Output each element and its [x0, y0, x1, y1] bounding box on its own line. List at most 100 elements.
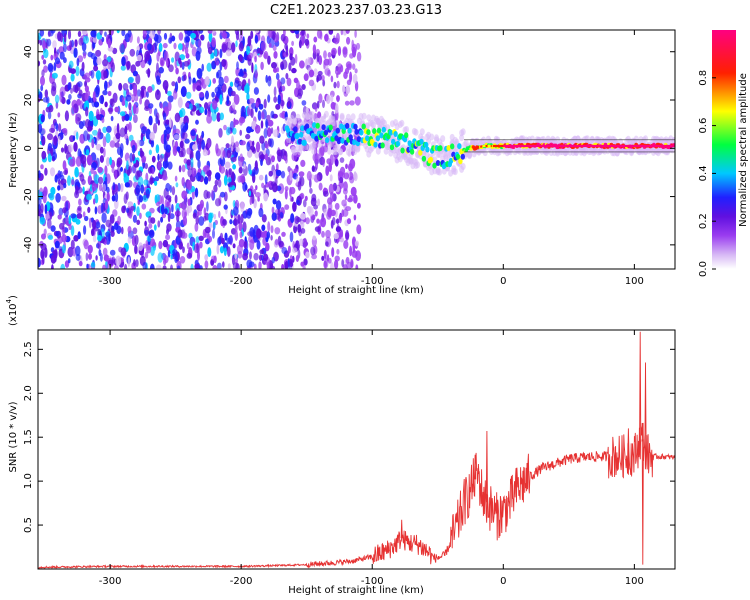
spectrogram-halo [452, 168, 458, 176]
spectrogram-blob [48, 64, 54, 73]
spectrogram-blob [174, 112, 181, 123]
spectrogram-ridge [356, 136, 362, 143]
spectrogram-blob [76, 57, 80, 67]
spectrogram-core [575, 144, 577, 148]
spectrogram-blob [107, 38, 111, 49]
snr-xtick-label: -300 [99, 576, 122, 587]
spectrogram-blob [147, 68, 151, 78]
spectrogram-core [486, 144, 488, 148]
spectrogram-blob [165, 182, 171, 192]
spectrogram-blob [344, 100, 350, 106]
spectrogram-blob [120, 65, 126, 71]
spectrogram-halo [311, 147, 317, 155]
spectrogram-blob [81, 30, 88, 36]
spectrogram-core [635, 144, 637, 148]
spectrogram-blob [246, 92, 250, 101]
spectrogram-blob [289, 261, 294, 268]
spectrogram-blob [319, 30, 323, 40]
spectrogram-core [607, 144, 609, 148]
spectrogram-blob [156, 62, 159, 74]
spectrogram-blob [135, 73, 141, 85]
spectrogram-blob [94, 193, 99, 204]
spectrogram-blob [129, 83, 133, 91]
spectrogram-blob [305, 107, 309, 114]
spectrogram-blob [258, 207, 264, 218]
spectrogram-blob [128, 102, 132, 111]
spectrogram-blob [217, 86, 221, 95]
spectrogram-blob [271, 256, 275, 264]
spectrogram-blob [344, 194, 348, 201]
spectrogram-blob [229, 81, 234, 88]
spectrogram-blob [194, 263, 200, 269]
spectrogram-blob [225, 126, 231, 136]
spectrogram-blob [195, 150, 201, 161]
spectrogram-core [642, 144, 645, 148]
spectrogram-blob [195, 172, 202, 182]
spectrogram-blob [222, 261, 225, 268]
spectrogram-blob [93, 65, 99, 72]
spectrogram-blob [272, 169, 277, 180]
spectrogram-core [526, 144, 528, 148]
spectrogram-blob [110, 230, 115, 237]
spectrogram-blob [179, 255, 186, 264]
spectrogram-blob [133, 259, 136, 267]
spectrogram-blob [320, 217, 327, 228]
spectrogram-blob [313, 68, 318, 77]
spectrogram-blob [318, 93, 323, 104]
spectrogram-blob [334, 259, 339, 269]
spectrogram-blob [196, 85, 202, 92]
spectrogram-blob [165, 126, 172, 134]
spectrogram-blob [270, 235, 273, 241]
spectrogram-blob [257, 196, 260, 202]
spectrogram-blob [337, 63, 343, 70]
spectrogram-blob [160, 216, 164, 223]
spectrogram-blob [313, 36, 318, 43]
spectrogram-blob [125, 207, 130, 213]
spectrogram-blob [108, 79, 113, 87]
spectrogram-blob [104, 101, 108, 108]
colorbar-label: Normalized spectral amplitude [738, 73, 749, 227]
spectrogram-core [541, 144, 543, 148]
spectrogram-blob [225, 49, 232, 57]
spectrogram-core [647, 144, 649, 148]
spectrogram-blob [354, 96, 361, 106]
spectrogram-blob [59, 51, 65, 60]
spectrogram-blob [149, 131, 155, 141]
spectrogram-blob [295, 255, 299, 262]
spectrogram-blob [57, 214, 62, 220]
spectrogram-core [530, 144, 532, 148]
spectrogram-blob [65, 214, 69, 225]
spectrogram-core [493, 144, 496, 148]
spectrogram-blob [162, 265, 167, 269]
spectrogram-blob [90, 167, 95, 174]
spectrogram-blob [48, 104, 54, 113]
spectrogram-blob [51, 72, 58, 79]
spectrogram-blob [301, 100, 307, 106]
spectrogram-ridge [295, 132, 300, 139]
spectrogram-blob [308, 79, 315, 87]
spectrogram-blob [97, 176, 104, 185]
spectrogram-blob [274, 238, 279, 246]
snr-multiplier: (x104) [5, 295, 19, 326]
spectrogram-blob [246, 126, 252, 134]
spectrogram-blob [345, 85, 351, 95]
spectrogram-blob [185, 102, 190, 108]
spectrogram-blob [75, 218, 81, 225]
spectrogram-blob [127, 236, 132, 244]
spectrogram-blob [355, 250, 361, 262]
spectrogram-blob [345, 163, 348, 169]
spectrogram-core [479, 145, 481, 148]
spectrogram-blob [127, 30, 132, 38]
spectrogram-blob [213, 184, 218, 193]
spectrogram-blob [298, 39, 302, 49]
spectrogram-blob [142, 261, 148, 269]
spectrogram-blob [344, 67, 350, 75]
spectrogram-blob [232, 164, 237, 170]
spectrogram-core [482, 145, 484, 148]
spectrogram-blob [277, 94, 282, 105]
spectrogram-core [641, 144, 643, 148]
spectrogram-blob [156, 264, 162, 269]
spectrogram-blob [253, 199, 257, 209]
spectrogram-core [525, 144, 527, 148]
spectrogram-blob [267, 221, 271, 232]
